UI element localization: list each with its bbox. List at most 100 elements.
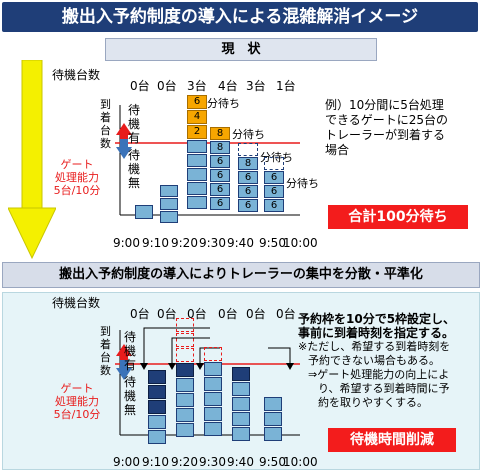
time-label: 9:50 — [259, 455, 286, 469]
result-total-wait: 合計100分待ち — [328, 205, 468, 229]
truck-box — [176, 408, 194, 422]
gate-line: ゲート — [60, 382, 94, 395]
time-label: 9:20 — [171, 236, 198, 250]
queue-count: 4台 — [218, 79, 238, 93]
truck-box — [135, 205, 153, 219]
truck-box-rescheduled — [148, 370, 166, 384]
waiting-yes-label: 待機有 — [124, 330, 137, 372]
gate-line: 処理能力 — [55, 171, 99, 184]
gate-line: 5台/10分 — [53, 408, 101, 421]
wait-label: 分待ち — [286, 177, 319, 190]
wait-label: 分待ち — [232, 128, 265, 141]
truck-box — [204, 377, 222, 391]
time-label: 9:40 — [227, 455, 254, 469]
queue-header: 待機台数 — [52, 68, 101, 82]
stack-930: 6 4 2 — [187, 95, 207, 209]
truck-box: 6 — [210, 155, 230, 168]
time-label: 9:00 — [113, 455, 140, 469]
note-line: トレーラーが到着する — [325, 128, 446, 142]
truck-box — [176, 423, 194, 437]
truck-box — [232, 397, 250, 411]
time-label: 9:30 — [199, 455, 226, 469]
time-label: 9:30 — [199, 236, 226, 250]
truck-box — [204, 362, 222, 376]
note-line: 予約できない場合もある。 — [308, 354, 440, 367]
truck-box — [176, 378, 194, 392]
page-title: 搬出入予約制度の導入による混雑解消イメージ — [2, 2, 478, 32]
truck-box — [232, 382, 250, 396]
waiting-no-label: 待機無 — [128, 148, 141, 190]
note-line: ⇒ゲート処理能力の向上によ — [308, 368, 450, 381]
stack-r-910 — [148, 370, 166, 444]
note-line: 事前に到着時刻を指定する。 — [298, 326, 455, 340]
queue-count: 0台 — [276, 307, 296, 321]
y-axis-label: 到着台数 — [100, 98, 111, 150]
empty-slot — [204, 347, 222, 361]
truck-box: 6 — [238, 185, 258, 198]
stack-950: 6 6 6 — [264, 157, 284, 212]
queue-count: 0台 — [130, 307, 150, 321]
truck-box: 6 — [264, 185, 284, 198]
queue-count: 1台 — [276, 79, 296, 93]
result-wait-reduction: 待機時間削減 — [328, 428, 456, 452]
truck-box: 6 — [238, 171, 258, 184]
queue-count: 3台 — [187, 79, 207, 93]
truck-box: 8 — [210, 141, 230, 154]
stack-r-920 — [176, 318, 194, 437]
truck-box: 6 — [264, 199, 284, 212]
gate-capacity-label: ゲート 処理能力 5台/10分 — [52, 158, 102, 197]
note-line: 場合 — [325, 143, 350, 157]
truck-box — [148, 415, 166, 429]
wait-label: 分待ち — [207, 97, 240, 110]
empty-slot — [176, 318, 194, 332]
truck-box — [187, 182, 207, 195]
section-reserved-label: 搬出入予約制度の導入によりトレーラーの集中を分散・平準化 — [2, 262, 480, 288]
wait-box: 4 — [187, 110, 207, 124]
empty-slot — [176, 333, 194, 347]
truck-box — [204, 407, 222, 421]
queue-count: 0台 — [218, 307, 238, 321]
stack-940: 8 8 6 6 6 6 — [210, 127, 230, 210]
waiting-yes-label: 待機有 — [128, 103, 141, 145]
queue-count: 0台 — [187, 307, 207, 321]
wait-box: 8 — [210, 127, 230, 140]
truck-box — [160, 198, 178, 210]
truck-box — [160, 185, 178, 197]
truck-box — [187, 154, 207, 167]
queue-count: 0台 — [157, 79, 177, 93]
queue-count: 0台 — [157, 307, 177, 321]
stack-r-950 — [264, 397, 282, 441]
time-label: 10:00 — [283, 455, 318, 469]
section-current-label: 現 状 — [105, 38, 377, 61]
gate-line: 処理能力 — [55, 395, 99, 408]
truck-box — [264, 397, 282, 411]
progress-arrow-icon — [8, 60, 56, 260]
note-line: 例）10分間に5台処理 — [325, 98, 444, 112]
truck-box — [204, 392, 222, 406]
note-line: り、希望する到着時間に予 — [318, 382, 450, 395]
chart-current — [115, 105, 300, 216]
time-label: 9:10 — [142, 455, 169, 469]
queue-count: 0台 — [130, 79, 150, 93]
truck-box-rescheduled — [176, 363, 194, 377]
note-line: 約を取りやすくする。 — [318, 396, 428, 409]
queue-count: 0台 — [246, 307, 266, 321]
empty-slot — [176, 348, 194, 362]
truck-box: 6 — [210, 169, 230, 182]
truck-box: 6 — [210, 183, 230, 196]
stack-945: 8 6 6 6 — [238, 143, 258, 212]
truck-box: 6 — [210, 197, 230, 210]
time-label: 10:00 — [283, 236, 318, 250]
time-label: 9:40 — [227, 236, 254, 250]
empty-slot — [264, 157, 284, 170]
reservation-note: 予約枠を10分で5枠設定し、 事前に到着時刻を指定する。 ※ただし、希望する到着… — [298, 312, 476, 410]
wait-box: 2 — [187, 125, 207, 139]
note-line: ※ただし、希望する到着時刻を — [298, 340, 451, 353]
truck-box: 8 — [238, 157, 258, 170]
stack-r-940 — [232, 367, 250, 441]
waiting-no-label: 待機無 — [124, 375, 137, 417]
truck-box — [148, 430, 166, 444]
truck-box — [187, 168, 207, 181]
truck-box: 6 — [238, 199, 258, 212]
truck-box — [187, 140, 207, 153]
